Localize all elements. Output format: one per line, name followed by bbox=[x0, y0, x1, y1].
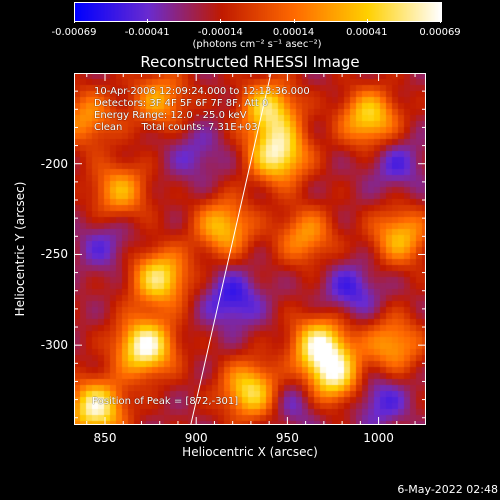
colorbar-tick bbox=[74, 19, 75, 23]
colorbar-tick bbox=[440, 19, 441, 23]
y-tick-label: -300 bbox=[40, 338, 68, 353]
x-tick-label: 950 bbox=[275, 431, 299, 445]
annotation-peak: Position of Peak = [872,-301] bbox=[92, 396, 239, 407]
plot-frame bbox=[74, 73, 426, 425]
colorbar-tick-label: -0.00069 bbox=[51, 27, 97, 38]
colorbar-gradient bbox=[75, 3, 441, 21]
axis-ticks bbox=[74, 73, 426, 425]
annotation-time: 10-Apr-2006 12:09:24.000 to 12:13:36.000 bbox=[94, 86, 310, 97]
x-tick-label: 900 bbox=[184, 431, 208, 445]
colorbar-units: (photons cm⁻² s⁻¹ asec⁻²) bbox=[192, 39, 322, 50]
colorbar-tick bbox=[366, 19, 368, 23]
colorbar-tick-label: 0.00041 bbox=[346, 27, 388, 38]
annotation-clean: Clean Total counts: 7.31E+03 bbox=[94, 122, 258, 133]
colorbar-tick-label: 0.00069 bbox=[419, 27, 461, 38]
colorbar bbox=[74, 2, 442, 22]
heatmap-image bbox=[74, 73, 426, 425]
solar-limb-line bbox=[190, 73, 272, 425]
colorbar-tick bbox=[147, 19, 149, 23]
annotation-energy: Energy Range: 12.0 - 25.0 keV bbox=[94, 110, 247, 121]
y-axis-label: Heliocentric Y (arcsec) bbox=[13, 181, 27, 317]
colorbar-tick bbox=[220, 19, 222, 23]
colorbar-tick bbox=[293, 19, 295, 23]
x-axis-label: Heliocentric X (arcsec) bbox=[182, 445, 318, 459]
footer-timestamp: 6-May-2022 02:48 bbox=[397, 483, 498, 496]
y-tick-label: -200 bbox=[40, 156, 68, 171]
y-tick-label: -250 bbox=[40, 247, 68, 262]
plot-area bbox=[74, 73, 426, 425]
chart-title: Reconstructed RHESSI Image bbox=[140, 53, 360, 71]
colorbar-tick-label: -0.00014 bbox=[197, 27, 243, 38]
x-tick-label: 850 bbox=[93, 431, 117, 445]
x-tick-label: 1000 bbox=[363, 431, 394, 445]
colorbar-tick-label: 0.00014 bbox=[272, 27, 315, 38]
annotation-detectors: Detectors: 3F 4F 5F 6F 7F 8F, Att 0 bbox=[94, 98, 269, 109]
colorbar-tick-label: -0.00041 bbox=[124, 27, 170, 38]
